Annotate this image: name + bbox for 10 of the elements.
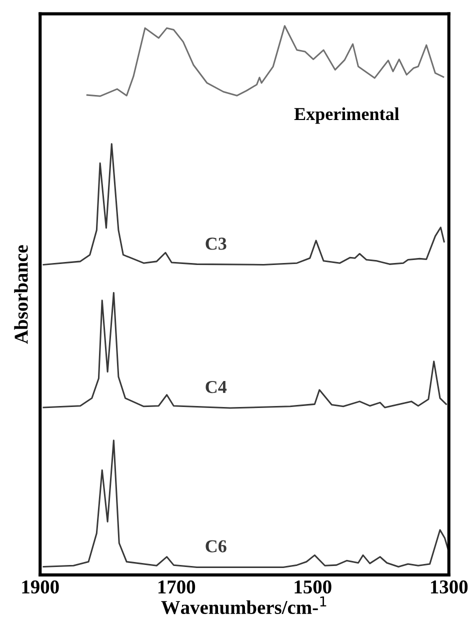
x-axis-title: Wavenumbers/cm-$^{1}$ [161,596,326,614]
series-label: C6 [206,540,226,552]
x-tick-label: 1300 [430,580,468,594]
x-tick-label: 1500 [294,580,332,594]
series-label: C4 [206,380,227,394]
x-tick-label: 1700 [158,580,196,594]
x-tick-label: 1900 [22,580,59,594]
y-axis-title: Absorbance [14,245,28,344]
series-label: C3 [206,238,226,250]
series-label: Experimental [294,107,400,124]
